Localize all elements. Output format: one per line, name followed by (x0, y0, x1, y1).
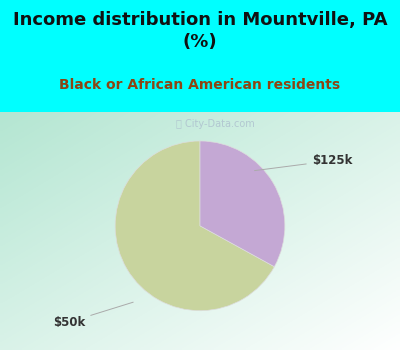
Wedge shape (200, 141, 285, 267)
Text: Income distribution in Mountville, PA
(%): Income distribution in Mountville, PA (%… (13, 11, 387, 51)
Text: ⓘ City-Data.com: ⓘ City-Data.com (176, 119, 255, 129)
Wedge shape (115, 141, 274, 311)
Text: Black or African American residents: Black or African American residents (60, 78, 340, 92)
Text: $50k: $50k (53, 302, 133, 329)
Text: $125k: $125k (254, 154, 352, 171)
